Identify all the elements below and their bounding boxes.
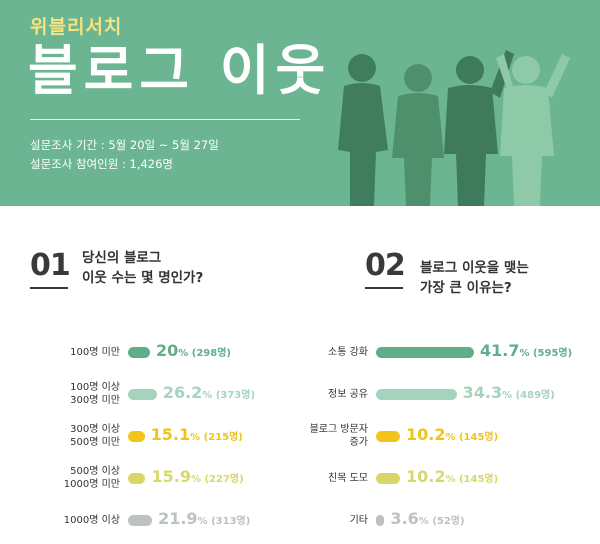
people-illustration — [338, 50, 570, 206]
chart-1-value-number: 15.9 — [151, 467, 191, 486]
chart-2-bar — [376, 346, 474, 358]
chart-2-count-label: (595명) — [532, 348, 573, 359]
section-1-question-line-1: 당신의 블로그 — [82, 250, 162, 266]
hero-banner: 위블리서치 블로그 이웃 설문조사 기간 : 5월 20일 ~ 5월 27일 설… — [0, 0, 600, 206]
chart-1-category-label: 1000명 이상 — [10, 514, 120, 527]
chart-2-value-label: 10.2% (145명) — [406, 425, 498, 444]
chart-1-category-label-line: 1000명 미만 — [63, 479, 120, 490]
chart-2-value-number: 34.3 — [462, 383, 503, 402]
chart-2-value-number: 41.7 — [479, 341, 520, 360]
chart-2-value-unit: % — [519, 348, 533, 359]
chart-1-bar — [128, 346, 150, 358]
chart-2-category-label: 기타 — [258, 514, 368, 527]
survey-period: 설문조사 기간 : 5월 20일 ~ 5월 27일 — [30, 138, 219, 152]
chart-1-category-label-line: 300명 미만 — [70, 395, 120, 406]
chart-1-value-label: 15.1% (215명) — [151, 425, 243, 444]
chart-1-count-label: (373명) — [215, 390, 256, 401]
chart-2-value-label: 10.2% (145명) — [406, 467, 498, 486]
chart-1-category-label: 100명 이상 300명 미만 — [10, 381, 120, 407]
chart-1-value-number: 26.2 — [162, 383, 203, 402]
person-4-figure — [496, 54, 570, 206]
chart-2-value-unit: % — [445, 432, 459, 443]
chart-2-category-label: 정보 공유 — [258, 388, 368, 401]
chart-2-count-label: (145명) — [458, 474, 499, 485]
chart-2-value-label: 34.3% (489명) — [463, 383, 555, 402]
chart-2-bar — [376, 430, 400, 442]
chart-1-count-label: (215명) — [203, 432, 243, 443]
chart-2-count-label: (52명) — [432, 516, 465, 527]
chart-1-value-label: 20% (298명) — [156, 341, 231, 360]
title-divider — [30, 119, 300, 120]
chart-2-value-label: 41.7% (595명) — [480, 341, 572, 360]
chart-1-category-label: 100명 미만 — [10, 346, 120, 359]
chart-1-value-label: 26.2% (373명) — [163, 383, 255, 402]
chart-1-category-label: 300명 이상 500명 미만 — [10, 423, 120, 449]
section-2-number: 02 — [365, 248, 406, 283]
chart-2-value-unit: % — [418, 516, 433, 527]
chart-1-bar — [128, 430, 145, 442]
chart-1-value-unit: % — [197, 516, 212, 527]
chart-1-category-label-line: 100명 미만 — [70, 346, 120, 358]
chart-2-category-label-line: 기타 — [349, 514, 368, 526]
chart-2-category-label: 친목 도모 — [258, 472, 368, 485]
person-2-figure — [392, 64, 444, 206]
survey-participants: 설문조사 참여인원 : 1,426명 — [30, 157, 173, 171]
section-2-number-underline — [365, 287, 403, 289]
chart-2-bar — [376, 388, 457, 400]
chart-1-category-label-line: 500명 이상 — [70, 466, 120, 477]
chart-1-bar — [128, 388, 157, 400]
chart-2-value-number: 10.2 — [405, 467, 446, 486]
chart-2-value-label: 3.6% (52명) — [390, 509, 464, 528]
chart-2-category-label-line: 정보 공유 — [328, 388, 368, 400]
chart-1-value-number: 15.1 — [150, 425, 191, 444]
chart-1-category-label: 500명 이상 1000명 미만 — [10, 465, 120, 491]
chart-2-category-label-line: 증가 — [349, 437, 368, 448]
chart-1-category-label-line: 500명 미만 — [70, 437, 120, 448]
chart-1-category-label-line: 300명 이상 — [70, 424, 120, 435]
chart-1-count-label: (313명) — [211, 516, 251, 527]
page-title: 블로그 이웃 — [28, 39, 332, 102]
chart-2-count-label: (489명) — [515, 390, 555, 401]
person-3-figure — [444, 50, 514, 206]
chart-1-value-label: 21.9% (313명) — [158, 509, 250, 528]
chart-1-bar — [128, 514, 153, 526]
chart-2-value-number: 3.6 — [390, 509, 419, 528]
person-1-figure — [338, 54, 388, 206]
section-1-number-underline — [30, 287, 68, 289]
chart-1-value-number: 21.9 — [158, 509, 198, 528]
chart-2-category-label-line: 친목 도모 — [328, 472, 368, 484]
chart-1-value-label: 15.9% (227명) — [151, 467, 243, 486]
chart-2-count-label: (145명) — [458, 432, 499, 443]
section-2-question-line-1: 블로그 이웃을 맺는 — [420, 260, 529, 276]
section-1-number: 01 — [30, 248, 71, 283]
chart-2-category-label-line: 소통 강화 — [328, 346, 368, 358]
chart-2-value-unit: % — [445, 474, 459, 485]
chart-2-bar — [376, 472, 400, 484]
chart-1-value-number: 20 — [156, 341, 179, 360]
chart-2-value-unit: % — [502, 390, 516, 401]
chart-1-value-unit: % — [190, 432, 204, 443]
chart-2-category-label-line: 블로그 방문자 — [309, 424, 368, 435]
chart-2-value-number: 10.2 — [405, 425, 446, 444]
chart-1-count-label: (298명) — [191, 348, 231, 359]
section-2-question-line-2: 가장 큰 이유는? — [420, 280, 512, 296]
chart-1-count-label: (227명) — [204, 474, 244, 485]
brand-kicker: 위블리서치 — [30, 16, 123, 38]
chart-1-value-unit: % — [178, 348, 192, 359]
chart-1-category-label-line: 1000명 이상 — [63, 514, 120, 526]
chart-1-category-label-line: 100명 이상 — [70, 382, 120, 393]
chart-1-value-unit: % — [190, 474, 205, 485]
chart-2-category-label: 소통 강화 — [258, 346, 368, 359]
section-1-question-line-2: 이웃 수는 몇 명인가? — [82, 270, 204, 286]
chart-2-bar — [376, 514, 385, 526]
chart-1-value-unit: % — [202, 390, 216, 401]
chart-1-bar — [128, 472, 146, 484]
